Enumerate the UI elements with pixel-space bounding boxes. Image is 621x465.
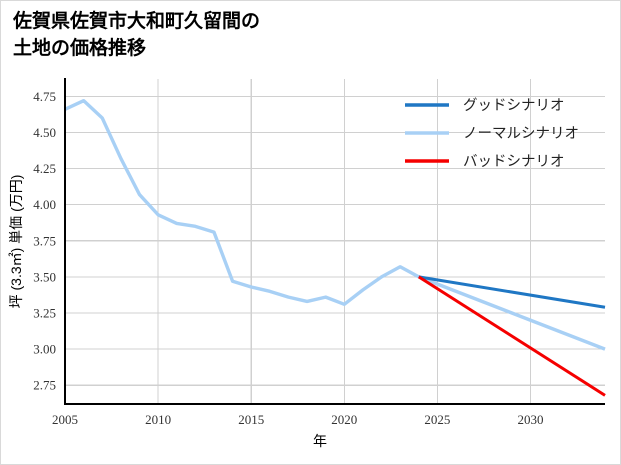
x-axis-tick-labels: 2005 2010 2015 2020 2025 2030 — [52, 412, 544, 427]
x-tick-label: 2020 — [331, 412, 357, 427]
x-tick-label: 2010 — [145, 412, 171, 427]
y-tick-label: 4.00 — [33, 197, 56, 212]
page-title: 佐賀県佐賀市大和町久留間の 土地の価格推移 — [13, 11, 261, 59]
y-axis-title: 坪 (3.3㎡) 単価 (万円) — [8, 175, 24, 309]
y-axis-tick-labels: 2.75 3.00 3.25 3.50 3.75 4.00 4.25 4.50 4.75 — [33, 89, 56, 393]
legend-item-label[interactable]: グッドシナリオ — [463, 97, 565, 114]
y-tick-label: 4.75 — [33, 89, 56, 104]
series-lines — [64, 98, 606, 397]
series-line-good — [418, 275, 606, 309]
series-line-bad — [417, 275, 606, 397]
x-tick-label: 2005 — [52, 412, 78, 427]
series-line-normal — [64, 98, 606, 351]
x-tick-label: 2025 — [424, 412, 450, 427]
y-tick-label: 4.50 — [33, 125, 56, 140]
x-tick-label: 2015 — [238, 412, 264, 427]
axis-lines — [63, 78, 605, 406]
y-tick-label: 2.75 — [33, 378, 56, 393]
x-axis-title-text: 年 — [313, 433, 327, 449]
y-axis-title-text: 坪 (3.3㎡) 単価 (万円) — [8, 175, 24, 309]
y-tick-label: 3.00 — [33, 342, 56, 357]
x-tick-label: 2030 — [518, 412, 544, 427]
legend-item-label[interactable]: ノーマルシナリオ — [463, 126, 579, 142]
y-tick-label: 3.50 — [33, 269, 56, 284]
x-axis-title: 年 — [313, 433, 327, 449]
y-tick-label: 3.75 — [33, 233, 56, 248]
y-tick-label: 4.25 — [33, 161, 56, 176]
legend-item-label[interactable]: バッドシナリオ — [463, 154, 565, 170]
y-tick-label: 3.25 — [33, 306, 56, 321]
